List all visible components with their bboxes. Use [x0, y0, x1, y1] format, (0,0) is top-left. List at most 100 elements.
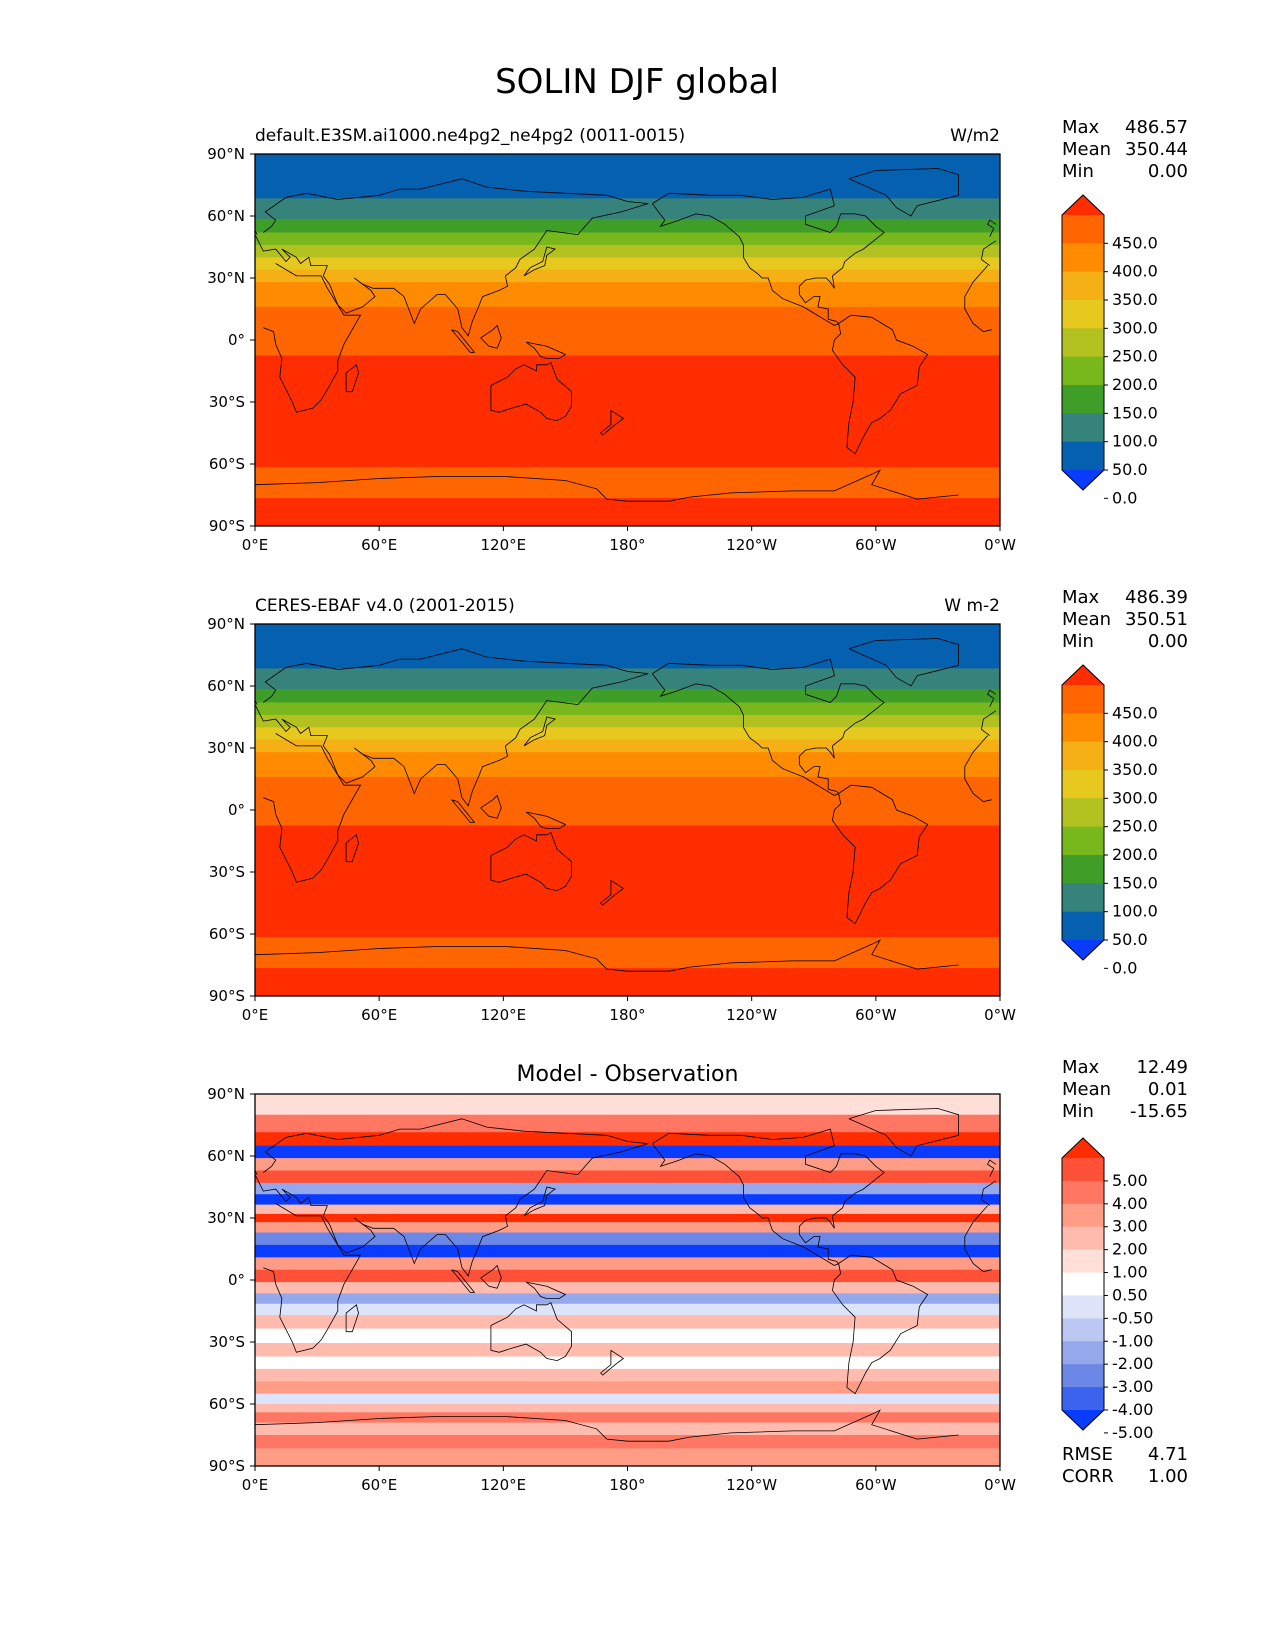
colorbar-swatch	[1062, 1226, 1104, 1251]
obs-band	[255, 968, 1000, 996]
obs-band	[255, 752, 1000, 766]
diff-band	[255, 1422, 1000, 1436]
diff-band	[255, 1170, 1000, 1184]
stat-value: 12.49	[1136, 1057, 1188, 1078]
model-band	[255, 172, 1000, 199]
y-tick-label: 60°N	[207, 1147, 245, 1165]
colorbar-swatch	[1062, 1364, 1104, 1388]
diff-title: Model - Observation	[517, 1062, 739, 1087]
obs-band	[255, 668, 1000, 690]
figure-title: SOLIN DJF global	[495, 62, 779, 102]
model-band	[255, 219, 1000, 234]
diff-band	[255, 1356, 1000, 1370]
x-tick-label: 60°W	[855, 536, 897, 554]
colorbar-swatch	[1062, 770, 1104, 799]
x-tick-label: 120°W	[726, 536, 777, 554]
colorbar-swatch	[1062, 826, 1104, 856]
y-tick-label: 0°	[228, 331, 245, 349]
metric-value: 4.71	[1148, 1444, 1188, 1465]
diff-band	[255, 1204, 1000, 1215]
diff-band	[255, 1194, 1000, 1206]
model-band	[255, 244, 1000, 258]
y-tick-label: 0°	[228, 801, 245, 819]
colorbar-label: 400.0	[1112, 732, 1158, 751]
colorbar-swatch	[1062, 798, 1104, 828]
colorbar-label: 4.00	[1112, 1194, 1148, 1213]
y-tick-label: 60°S	[209, 455, 245, 473]
diff-band	[255, 1158, 1000, 1172]
y-tick-label: 90°S	[209, 517, 245, 535]
colorbar-swatch	[1062, 1249, 1104, 1273]
y-tick-label: 30°N	[207, 739, 245, 757]
colorbar-extend-min	[1062, 470, 1104, 490]
obs-band	[255, 887, 1000, 938]
model-coastlines	[255, 168, 997, 502]
diff-band	[255, 1213, 1000, 1223]
colorbar-swatch	[1062, 1318, 1104, 1342]
colorbar-label: 200.0	[1112, 375, 1158, 394]
obs-band	[255, 642, 1000, 669]
colorbar-swatch	[1062, 1272, 1104, 1296]
colorbar-label: 0.0	[1112, 488, 1137, 507]
stat-value: 0.00	[1148, 161, 1188, 182]
x-tick-label: 180°	[609, 1476, 645, 1494]
colorbar-label: 1.00	[1112, 1263, 1148, 1282]
y-tick-label: 60°N	[207, 677, 245, 695]
colorbar-label: 450.0	[1112, 233, 1158, 252]
colorbar-extend-min	[1062, 940, 1104, 960]
diff-band	[255, 1293, 1000, 1305]
model-band	[255, 306, 1000, 322]
y-tick-label: 30°N	[207, 1209, 245, 1227]
y-tick-label: 30°S	[209, 863, 245, 881]
colorbar-label: -4.00	[1112, 1400, 1153, 1419]
diff-band	[255, 1328, 1000, 1344]
colorbar-swatch	[1062, 1203, 1104, 1228]
metric-value: 1.00	[1148, 1466, 1188, 1487]
obs-band	[255, 624, 1000, 644]
colorbar-label: 5.00	[1112, 1171, 1148, 1190]
colorbar-swatch	[1062, 713, 1104, 743]
stat-label: Max	[1062, 117, 1100, 138]
obs-band	[255, 825, 1000, 889]
model-band	[255, 294, 1000, 308]
colorbar-label: 50.0	[1112, 460, 1148, 479]
colorbar-swatch	[1062, 1295, 1104, 1319]
diff-band	[255, 1315, 1000, 1330]
colorbar-label: -3.00	[1112, 1377, 1153, 1396]
diff-band	[255, 1132, 1000, 1147]
stat-label: Max	[1062, 587, 1100, 608]
colorbar-swatch	[1062, 855, 1104, 884]
diff-band	[255, 1393, 1000, 1405]
obs-band	[255, 702, 1000, 716]
colorbar-label: 150.0	[1112, 403, 1158, 422]
colorbar-swatch	[1062, 328, 1104, 358]
x-tick-label: 0°W	[984, 536, 1016, 554]
y-tick-label: 90°S	[209, 987, 245, 1005]
stat-value: 486.39	[1125, 587, 1188, 608]
model-band	[255, 321, 1000, 357]
y-tick-label: 60°S	[209, 925, 245, 943]
colorbar-label: 0.50	[1112, 1285, 1148, 1304]
obs-band	[255, 764, 1000, 778]
stat-value: 350.44	[1125, 139, 1188, 160]
colorbar-label: 450.0	[1112, 703, 1158, 722]
x-tick-label: 120°W	[726, 1006, 777, 1024]
model-band	[255, 498, 1000, 526]
colorbar-swatch	[1062, 911, 1104, 941]
model-units: W/m2	[950, 126, 1000, 146]
model-band	[255, 355, 1000, 419]
diff-band	[255, 1232, 1000, 1246]
colorbar-label: 2.00	[1112, 1240, 1148, 1259]
diff-band	[255, 1269, 1000, 1283]
diff-colorbar: 5.00 4.00 3.00 2.00 1.00 0.50 -0.50 -1.00 -2.00 -…	[1061, 1137, 1153, 1442]
y-tick-label: 0°	[228, 1271, 245, 1289]
colorbar-label: -2.00	[1112, 1354, 1153, 1373]
colorbar-label: 100.0	[1112, 432, 1158, 451]
colorbar-label: 300.0	[1112, 788, 1158, 807]
obs-band	[255, 776, 1000, 792]
x-tick-label: 0°E	[242, 536, 269, 554]
diff-band	[255, 1381, 1000, 1395]
colorbar-label: 250.0	[1112, 817, 1158, 836]
x-tick-label: 0°W	[984, 1476, 1016, 1494]
colorbar-label: 50.0	[1112, 930, 1148, 949]
